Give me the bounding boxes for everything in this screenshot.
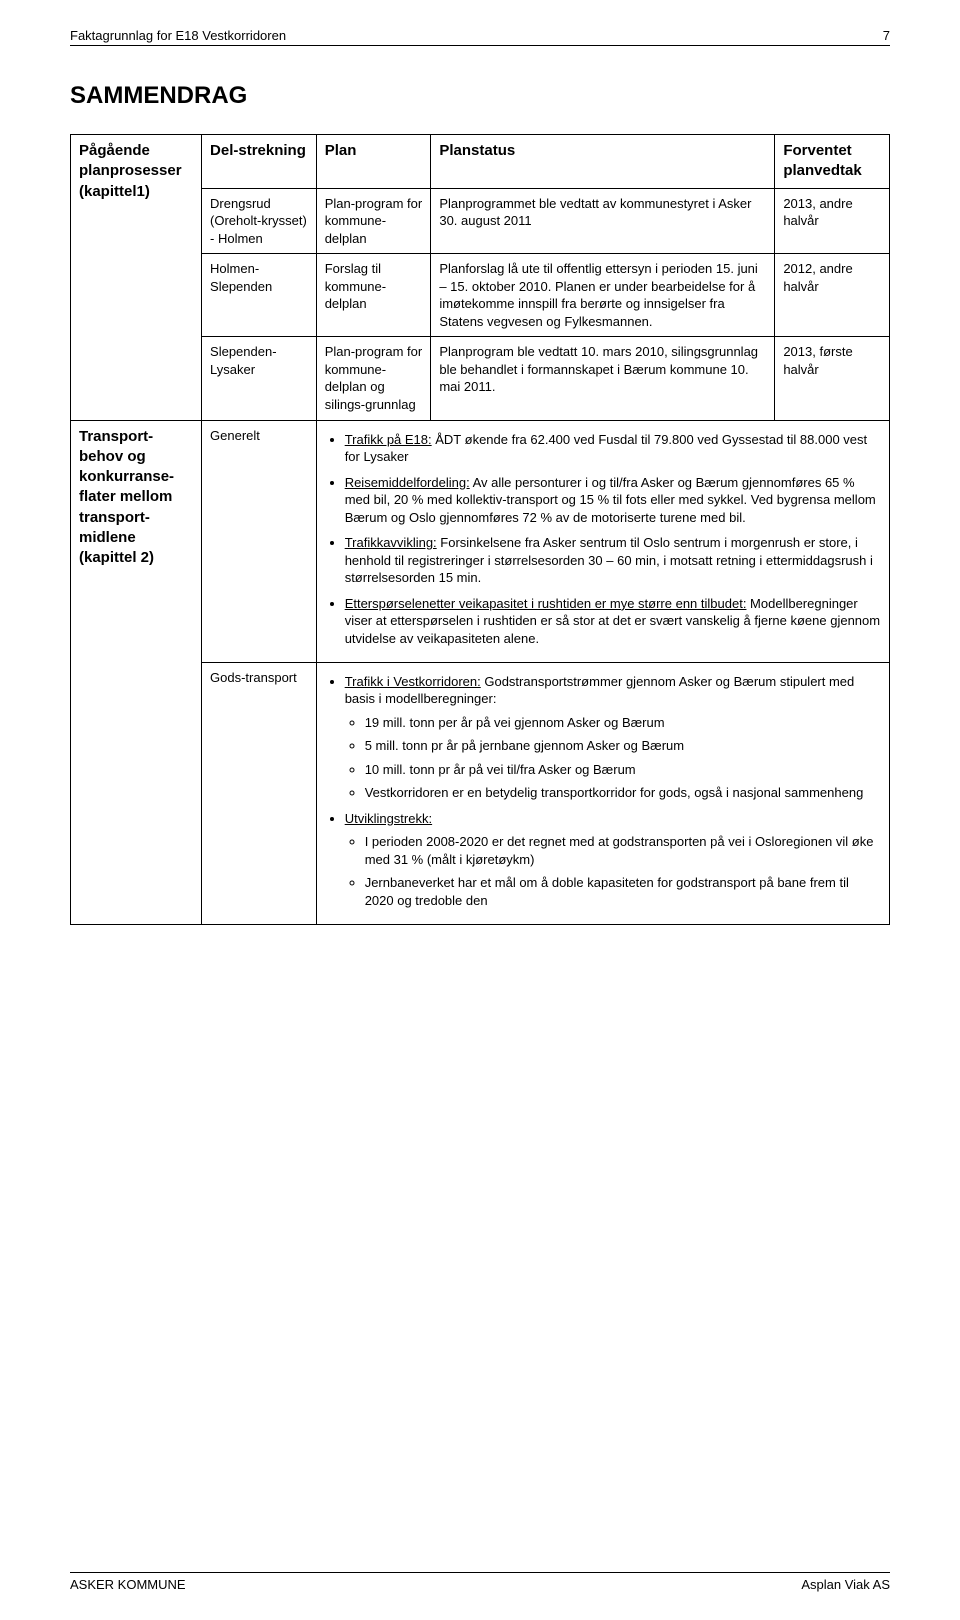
bullet-list: Trafikk i Vestkorridoren: Godstransports… <box>325 673 881 910</box>
list-item: 19 mill. tonn per år på vei gjennom Aske… <box>365 714 881 732</box>
list-item: Etterspørselenetter veikapasitet i rusht… <box>345 595 881 648</box>
cell-status: Planforslag lå ute til offentlig ettersy… <box>431 254 775 337</box>
col-header-delstrekning: Del-strekning <box>202 135 317 189</box>
cell-sub: Holmen-Slependen <box>202 254 317 337</box>
cell-status: Planprogram ble vedtatt 10. mars 2010, s… <box>431 337 775 420</box>
table-row: Transport-behov og konkurranse-flater me… <box>71 420 890 662</box>
list-item: Vestkorridoren er en betydelig transport… <box>365 784 881 802</box>
cell-sub: Slependen-Lysaker <box>202 337 317 420</box>
cell-expected: 2013, første halvår <box>775 337 890 420</box>
page-footer: ASKER KOMMUNE Asplan Viak AS <box>70 1572 890 1592</box>
sublist: I perioden 2008-2020 er det regnet med a… <box>345 833 881 909</box>
list-item: Jernbaneverket har et mål om å doble kap… <box>365 874 881 909</box>
cell-generelt-label: Generelt <box>202 420 317 662</box>
summary-table: Pågående planprosesser (kapittel1) Del-s… <box>70 134 890 925</box>
cell-expected: 2012, andre halvår <box>775 254 890 337</box>
header-left: Faktagrunnlag for E18 Vestkorridoren <box>70 28 286 45</box>
cell-plan: Plan-program for kommune-delplan og sili… <box>316 337 431 420</box>
cell-plan: Forslag til kommune-delplan <box>316 254 431 337</box>
list-item: Reisemiddelfordeling: Av alle personture… <box>345 474 881 527</box>
header-page-number: 7 <box>883 28 890 45</box>
list-item: 5 mill. tonn pr år på jernbane gjennom A… <box>365 737 881 755</box>
bullet-list: Trafikk på E18: ÅDT økende fra 62.400 ve… <box>325 431 881 648</box>
underlined-label: Utviklingstrekk: <box>345 811 432 826</box>
list-item: Trafikkavvikling: Forsinkelsene fra Aske… <box>345 534 881 587</box>
list-item: Utviklingstrekk: I perioden 2008-2020 er… <box>345 810 881 910</box>
list-item: 10 mill. tonn pr år på vei til/fra Asker… <box>365 761 881 779</box>
cell-expected: 2013, andre halvår <box>775 188 890 254</box>
underlined-label: Trafikkavvikling: <box>345 535 437 550</box>
list-item: I perioden 2008-2020 er det regnet med a… <box>365 833 881 868</box>
cell-plan: Plan-program for kommune-delplan <box>316 188 431 254</box>
section-title: SAMMENDRAG <box>70 82 890 110</box>
page-header: Faktagrunnlag for E18 Vestkorridoren 7 <box>70 28 890 46</box>
cell-sub: Drengsrud (Oreholt-krysset) - Holmen <box>202 188 317 254</box>
table-header-row: Pågående planprosesser (kapittel1) Del-s… <box>71 135 890 189</box>
underlined-label: Trafikk i Vestkorridoren: <box>345 674 481 689</box>
col-header-plan: Plan <box>316 135 431 189</box>
list-item: Trafikk på E18: ÅDT økende fra 62.400 ve… <box>345 431 881 466</box>
col-header-planstatus: Planstatus <box>431 135 775 189</box>
list-item: Trafikk i Vestkorridoren: Godstransports… <box>345 673 881 802</box>
footer-left: ASKER KOMMUNE <box>70 1577 186 1592</box>
rowhead-planprosesser: Pågående planprosesser (kapittel1) <box>71 135 202 421</box>
rowhead-transportbehov: Transport-behov og konkurranse-flater me… <box>71 420 202 924</box>
footer-right: Asplan Viak AS <box>801 1577 890 1592</box>
col-header-forventet: Forventet planvedtak <box>775 135 890 189</box>
sublist: 19 mill. tonn per år på vei gjennom Aske… <box>345 714 881 802</box>
cell-status: Planprogrammet ble vedtatt av kommunesty… <box>431 188 775 254</box>
cell-generelt-content: Trafikk på E18: ÅDT økende fra 62.400 ve… <box>316 420 889 662</box>
cell-godstransport-content: Trafikk i Vestkorridoren: Godstransports… <box>316 662 889 924</box>
underlined-label: Trafikk på E18: <box>345 432 432 447</box>
underlined-label: Etterspørselenetter veikapasitet i rusht… <box>345 596 747 611</box>
underlined-label: Reisemiddelfordeling: <box>345 475 470 490</box>
cell-godstransport-label: Gods-transport <box>202 662 317 924</box>
page: Faktagrunnlag for E18 Vestkorridoren 7 S… <box>0 0 960 1620</box>
